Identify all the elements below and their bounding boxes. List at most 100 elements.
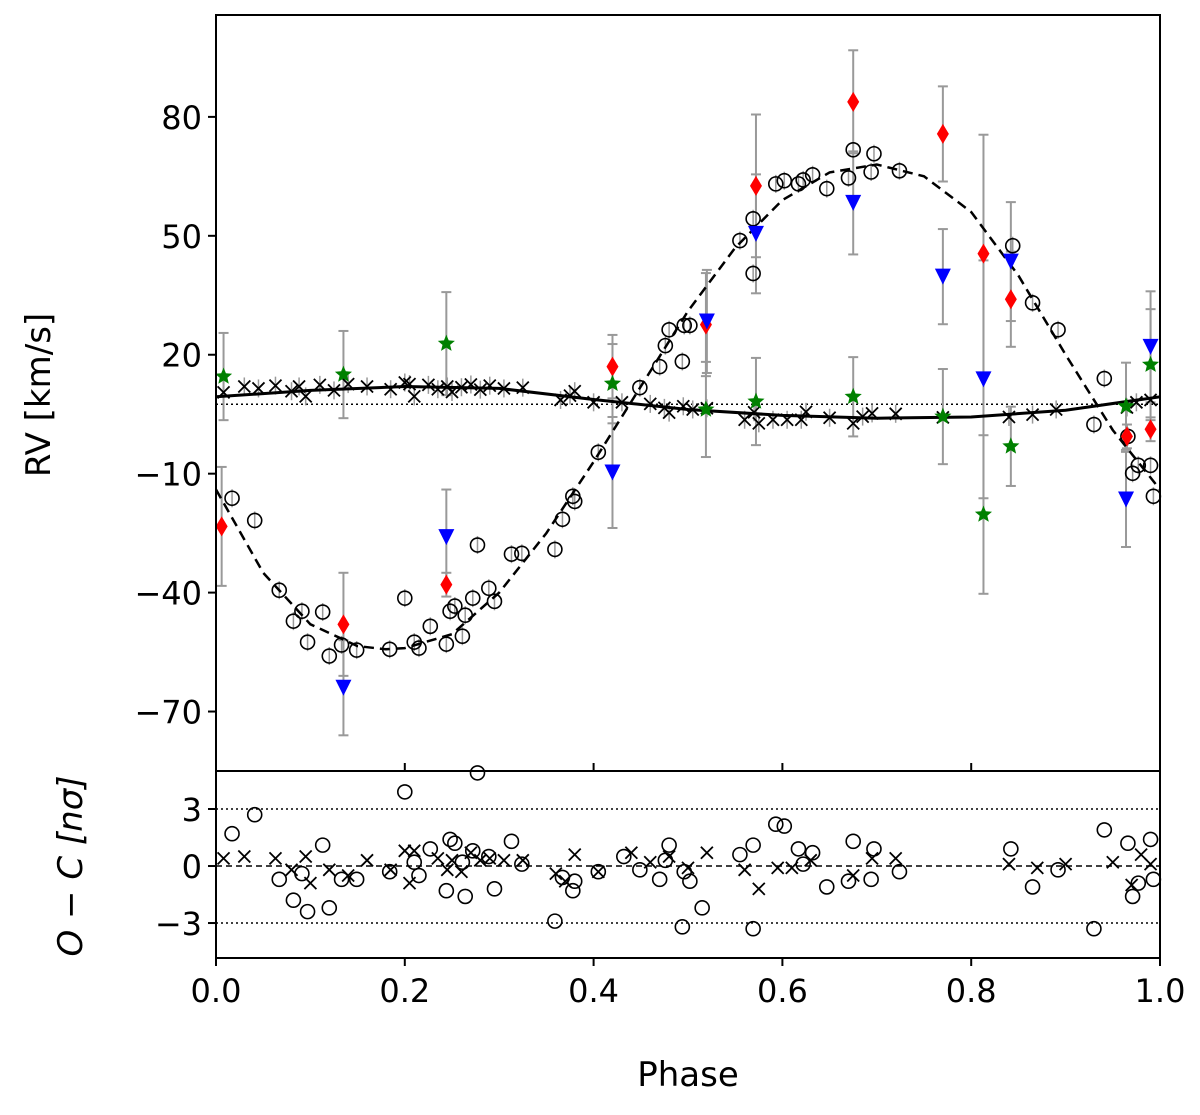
primary-rv-point	[1050, 321, 1066, 338]
primary-residual-point	[321, 900, 338, 916]
primary-rv-point	[1130, 457, 1147, 474]
secondary-residual-point	[865, 851, 879, 866]
secondary-rv-point	[284, 384, 299, 398]
secondary-rv-point	[856, 409, 870, 424]
primary-residual-point	[442, 831, 458, 848]
primary-residual-point	[651, 871, 668, 888]
secondary-residual-point	[497, 853, 511, 867]
secondary-rv-point	[799, 405, 813, 419]
secondary-rv-point	[794, 413, 808, 427]
red-diamond-point	[977, 243, 990, 264]
secondary-rv-point	[1025, 407, 1040, 422]
green-star-point	[1002, 437, 1020, 454]
primary-rv-point	[411, 640, 427, 656]
x-tick-label: 0.4	[568, 972, 619, 1010]
y-tick-label: −10	[134, 456, 202, 494]
axes: 0.0 0.2 0.4 0.6 0.8 1.0 80 50 20 −10 −40 −70 3 0 −3	[134, 14, 1185, 1010]
primary-residual-point	[447, 835, 463, 852]
primary-rv-point	[464, 590, 481, 606]
secondary-residual-point	[846, 868, 860, 883]
primary-residual-point	[396, 784, 413, 800]
primary-rv-point	[481, 580, 497, 597]
blue-triangle-point	[1002, 253, 1019, 270]
secondary-rv-point	[341, 377, 355, 391]
blue-triangle-point	[604, 464, 621, 481]
primary-rv-point	[271, 582, 288, 599]
secondary-residual-point	[445, 853, 459, 867]
secondary-rv-point	[251, 381, 266, 396]
secondary-rv-point	[454, 380, 469, 394]
green-star-point	[437, 334, 455, 351]
secondary-rv-point	[237, 379, 251, 394]
primary-rv-point	[1024, 295, 1041, 311]
secondary-residual-point	[398, 844, 412, 858]
primary-rv-point	[676, 317, 693, 334]
red-diamond-point	[1004, 289, 1017, 310]
green-star-point	[934, 407, 952, 424]
secondary-rv-point	[615, 395, 629, 409]
secondary-residual-point	[681, 861, 695, 875]
secondary-rv-point	[516, 381, 530, 395]
primary-rv-point	[863, 164, 879, 180]
primary-rv-point	[682, 317, 698, 334]
y-tick-label: −70	[134, 694, 202, 732]
primary-residual-point	[411, 867, 427, 884]
primary-residual-point	[616, 848, 632, 865]
primary-residual-point	[457, 888, 474, 905]
secondary-residual-point	[700, 846, 714, 860]
primary-residual-point	[1124, 888, 1141, 905]
y-tick-label: −3	[155, 905, 202, 943]
primary-residual-point	[804, 844, 821, 861]
primary-model-curve	[214, 163, 1161, 651]
secondary-residual-point	[549, 866, 563, 881]
green-star-point	[844, 387, 862, 404]
primary-residual-point	[314, 837, 331, 853]
primary-rv-point	[767, 176, 784, 192]
primary-rv-point	[1096, 370, 1113, 387]
rv-panel	[214, 49, 1162, 737]
blue-triangle-point	[845, 194, 862, 211]
primary-rv-point	[547, 541, 563, 558]
primary-rv-point	[590, 444, 607, 461]
secondary-rv-point	[402, 377, 417, 391]
x-tick-label: 0.2	[379, 972, 430, 1010]
primary-rv-point	[554, 511, 571, 528]
secondary-model-curve	[215, 384, 1161, 420]
x-tick-label: 0.0	[191, 972, 242, 1010]
primary-rv-point	[447, 598, 463, 614]
secondary-residual-point	[558, 874, 572, 888]
primary-rv-point	[818, 180, 835, 197]
primary-residual-point	[271, 871, 288, 888]
secondary-residual-point	[1106, 855, 1120, 869]
primary-rv-point	[299, 634, 316, 650]
primary-residual-point	[486, 881, 503, 897]
secondary-rv-point	[766, 413, 780, 427]
secondary-residual-point	[516, 853, 530, 867]
primary-rv-point	[674, 353, 691, 370]
primary-rv-point	[745, 210, 761, 227]
red-diamond-point	[749, 175, 762, 196]
red-diamond-point	[1144, 419, 1157, 440]
primary-residual-point	[285, 892, 302, 909]
blue-triangle-point	[1142, 338, 1159, 355]
secondary-residual-point	[322, 863, 336, 877]
green-star-point	[603, 374, 621, 391]
secondary-residual-point	[771, 861, 785, 875]
primary-residual-point	[1003, 841, 1019, 857]
primary-residual-point	[547, 913, 563, 929]
x-axis-label: Phase	[637, 1055, 739, 1095]
primary-rv-point	[732, 232, 748, 249]
primary-residual-point	[454, 854, 471, 871]
primary-residual-point	[381, 863, 398, 880]
secondary-rv-point	[431, 382, 445, 396]
primary-rv-point	[442, 603, 458, 620]
secondary-residual-point	[464, 846, 478, 860]
secondary-rv-point	[292, 379, 306, 394]
blue-triangle-point	[1118, 491, 1135, 508]
secondary-rv-point	[553, 393, 568, 407]
blue-triangle-point	[438, 529, 455, 546]
y-tick-label: 0	[182, 848, 202, 886]
secondary-rv-point	[299, 389, 313, 404]
plot-frame	[215, 14, 1161, 959]
